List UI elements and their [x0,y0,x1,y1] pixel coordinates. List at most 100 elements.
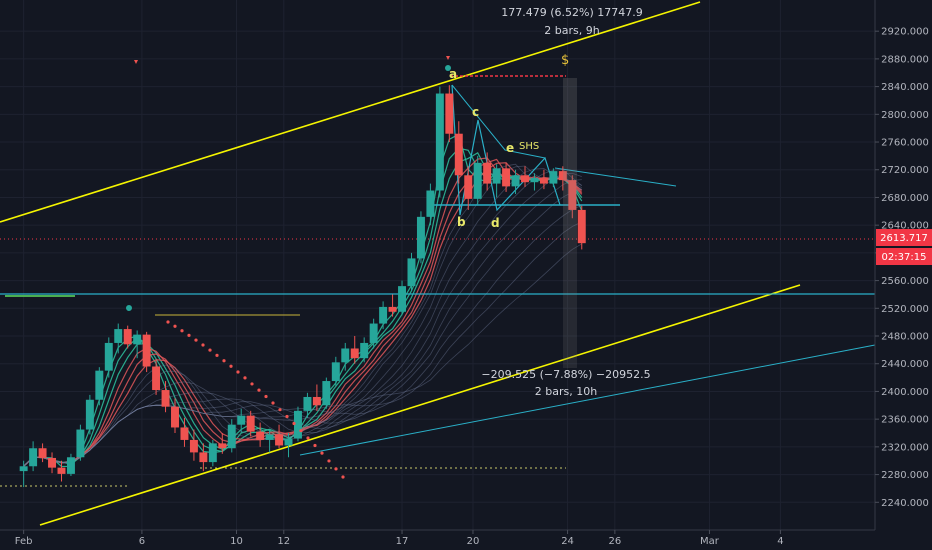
sar-dot [243,376,247,380]
candle-body [114,329,123,343]
candle-body [388,306,397,312]
overlay-annotations [126,56,577,479]
sar-dot [222,359,226,363]
sar-dot [257,388,261,392]
x-tick-label: Feb [15,536,33,547]
sar-dot [229,364,233,368]
wave-label-d: d [491,216,500,230]
candle-body [502,168,511,187]
candle-body [530,178,539,183]
candle-body [275,434,284,446]
y-tick-label: 2640.000 [881,221,929,232]
y-tick-label: 2240.000 [881,498,929,509]
y-tick-label: 2400.000 [881,387,929,398]
candle-body [189,439,198,453]
wave-label-a: a [449,67,457,81]
sar-dot [201,343,205,347]
candle-body [142,334,151,367]
ma-line [23,243,583,467]
candle-body [369,323,378,343]
last-price-badge [876,229,932,246]
candle-body [341,348,350,363]
candle-body [483,162,492,184]
sar-dot [180,329,184,333]
candle-body [360,342,369,359]
candle-body [407,258,416,287]
candle-body [29,448,38,467]
candle-body [539,178,548,184]
sar-dot [166,320,170,324]
candle-body [473,162,482,199]
candle-body [350,348,359,359]
y-tick-label: 2320.000 [881,442,929,453]
candle-body [85,399,94,430]
sar-dot [236,370,240,374]
sar-dot [278,408,282,412]
measure-bar-down [563,240,577,368]
sar-dot [299,429,303,433]
sar-dot [264,394,268,399]
peak-dot [445,65,451,71]
candle-body [454,133,463,176]
candle-body [303,396,312,411]
ma-line [23,179,582,467]
sar-dot [285,414,289,419]
countdown-badge [876,248,932,265]
sar-dot [187,333,191,337]
sar-dot [208,348,212,352]
wave-label-e: e [506,141,514,155]
candle-body [265,434,274,440]
x-axis-ticks: Feb 6 10 12 17 20 24 26 Mar 4 [15,530,784,547]
candle-body [180,427,189,440]
candle-body [171,406,179,428]
y-tick-label: 2840.000 [881,82,929,93]
candle-body [558,171,567,181]
long-trend-line [299,344,876,456]
ma-line [23,165,583,467]
y-tick-label: 2720.000 [881,165,929,176]
candle-body [227,424,236,449]
candle-body [322,381,331,406]
y-tick-label: 2680.000 [881,193,929,204]
ma-line [23,169,583,467]
x-tick-label: 24 [561,536,574,547]
measure-up-text: 177.479 (6.52%) 17747.9 [501,6,643,19]
y-tick-label: 2880.000 [881,54,929,65]
wave-guide-path [451,84,546,159]
x-tick-label: 17 [396,536,409,547]
candle-body [379,306,388,324]
measure-up-bars: 2 bars, 9h [544,24,599,37]
candle-body [464,175,473,199]
countdown-label: 02:37:15 [882,252,927,263]
sar-dot [194,338,198,342]
x-tick-label: 4 [777,536,783,547]
candle-body [152,366,161,391]
sar-dot [327,459,331,463]
wave-label-c: c [472,105,479,119]
time-axis-panel[interactable] [0,530,932,550]
sar-dot [313,443,317,448]
candle-body [568,180,577,210]
y-tick-label: 2280.000 [881,470,929,481]
y-tick-label: 2760.000 [881,138,929,149]
y-tick-label: 2440.000 [881,359,929,370]
candle-body [398,286,407,312]
candle-body [256,431,265,440]
candle-body [38,448,47,458]
sar-dot [173,324,177,328]
candle-body [237,415,246,425]
x-tick-label: 12 [277,536,290,547]
sar-dot [320,451,324,455]
y-tick-label: 2480.000 [881,332,929,343]
x-tick-label: 26 [608,536,621,547]
measure-down-bars: 2 bars, 10h [535,385,597,398]
candle-body [57,467,66,474]
candle-body [445,93,454,134]
wave-label-b: b [457,215,466,229]
candle-body [48,457,57,468]
y-tick-label: 2520.000 [881,304,929,315]
candle-body [426,190,435,217]
candle-body [521,175,529,183]
